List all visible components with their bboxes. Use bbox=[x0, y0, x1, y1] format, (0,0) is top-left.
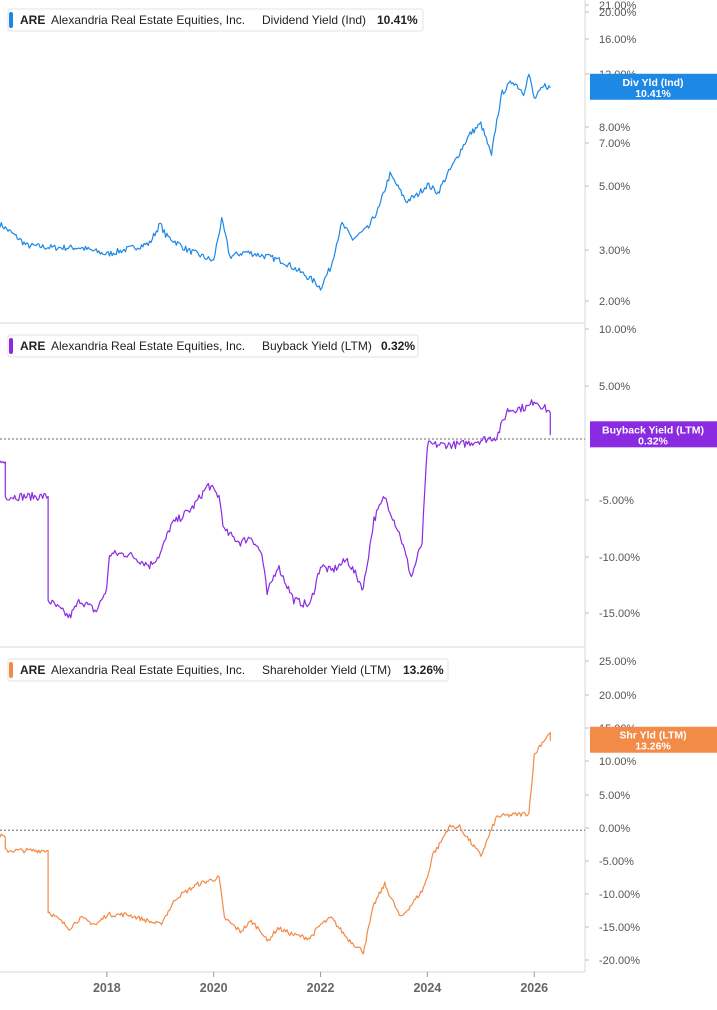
x-tick-label: 2022 bbox=[307, 981, 335, 995]
y-tick-label: 2.00% bbox=[599, 296, 630, 308]
y-tick-label: 7.00% bbox=[599, 138, 630, 150]
y-tick-label: 5.00% bbox=[599, 381, 630, 393]
panel-2: 10.00% 5.00% -5.00% -10.00% -15.00% ARE Alexan… bbox=[0, 324, 717, 620]
series-line bbox=[0, 73, 551, 291]
badge-bg bbox=[590, 73, 717, 100]
badge-value: 13.26% bbox=[635, 741, 671, 753]
y-tick-label: 5.00% bbox=[599, 790, 630, 802]
y-tick-label: -15.00% bbox=[599, 608, 640, 620]
badge-label: Shr Yld (LTM) bbox=[619, 730, 686, 742]
y-tick-label: 21.00% bbox=[599, 0, 637, 12]
panel-3: 25.00%20.00%15.00%10.00%5.00%0.00%-5.00%… bbox=[0, 656, 717, 967]
series-legend: ARE Alexandria Real Estate Equities, Inc.… bbox=[7, 334, 419, 358]
y-tick-label: -15.00% bbox=[599, 922, 640, 934]
current-value-badge: Shr Yld (LTM)13.26% bbox=[590, 726, 717, 753]
badge-bg bbox=[590, 421, 717, 448]
legend-value: 0.32% bbox=[381, 339, 415, 353]
badge-bg bbox=[590, 726, 717, 753]
badge-label: Buyback Yield (LTM) bbox=[602, 424, 704, 436]
legend-ticker: ARE bbox=[20, 13, 45, 27]
legend-company: Alexandria Real Estate Equities, Inc. bbox=[51, 339, 245, 353]
y-tick-label: -5.00% bbox=[599, 856, 634, 868]
y-tick-label: -5.00% bbox=[599, 495, 634, 507]
panel-1: 21.00%20.00%16.00%12.00%8.00%7.00%5.00%3… bbox=[0, 0, 717, 308]
legend-metric: Dividend Yield (Ind) bbox=[262, 13, 366, 27]
legend-box bbox=[7, 8, 424, 32]
legend-swatch bbox=[9, 338, 13, 354]
legend-value: 10.41% bbox=[377, 13, 418, 27]
y-tick-label: -10.00% bbox=[599, 889, 640, 901]
y-tick-label: 10.00% bbox=[599, 756, 637, 768]
y-tick-label: 25.00% bbox=[599, 656, 637, 668]
current-value-badge: Div Yld (Ind)10.41% bbox=[590, 73, 717, 100]
y-tick-label: 5.00% bbox=[599, 181, 630, 193]
x-axis: 2018 2020 2022 2024 2026 bbox=[93, 972, 548, 995]
legend-company: Alexandria Real Estate Equities, Inc. bbox=[51, 663, 245, 677]
y-tick-label: 10.00% bbox=[599, 324, 637, 336]
legend-company: Alexandria Real Estate Equities, Inc. bbox=[51, 13, 245, 27]
legend-swatch bbox=[9, 662, 13, 678]
legend-swatch bbox=[9, 12, 13, 28]
legend-value: 13.26% bbox=[403, 663, 444, 677]
series-line bbox=[0, 731, 551, 955]
x-tick-label: 2024 bbox=[413, 981, 441, 995]
legend-metric: Shareholder Yield (LTM) bbox=[262, 663, 391, 677]
y-tick-label: 0.00% bbox=[599, 823, 630, 835]
badge-value: 10.41% bbox=[635, 88, 671, 100]
badge-label: Div Yld (Ind) bbox=[622, 77, 683, 89]
y-tick-label: 20.00% bbox=[599, 690, 637, 702]
legend-ticker: ARE bbox=[20, 339, 45, 353]
y-tick-label: -20.00% bbox=[599, 955, 640, 967]
legend-metric: Buyback Yield (LTM) bbox=[262, 339, 372, 353]
x-tick-label: 2026 bbox=[520, 981, 548, 995]
series-legend: ARE Alexandria Real Estate Equities, Inc.… bbox=[7, 8, 424, 32]
legend-ticker: ARE bbox=[20, 663, 45, 677]
series-legend: ARE Alexandria Real Estate Equities, Inc.… bbox=[7, 658, 449, 682]
x-tick-label: 2018 bbox=[93, 981, 121, 995]
y-tick-label: 20.00% bbox=[599, 7, 637, 19]
series-line bbox=[0, 399, 551, 619]
y-tick-label: 16.00% bbox=[599, 34, 637, 46]
y-tick-label: 3.00% bbox=[599, 245, 630, 257]
y-tick-label: -10.00% bbox=[599, 552, 640, 564]
legend-box bbox=[7, 658, 449, 682]
badge-value: 0.32% bbox=[638, 435, 668, 447]
x-tick-label: 2020 bbox=[200, 981, 228, 995]
legend-box bbox=[7, 334, 419, 358]
y-tick-label: 8.00% bbox=[599, 122, 630, 134]
current-value-badge: Buyback Yield (LTM)0.32% bbox=[590, 421, 717, 448]
